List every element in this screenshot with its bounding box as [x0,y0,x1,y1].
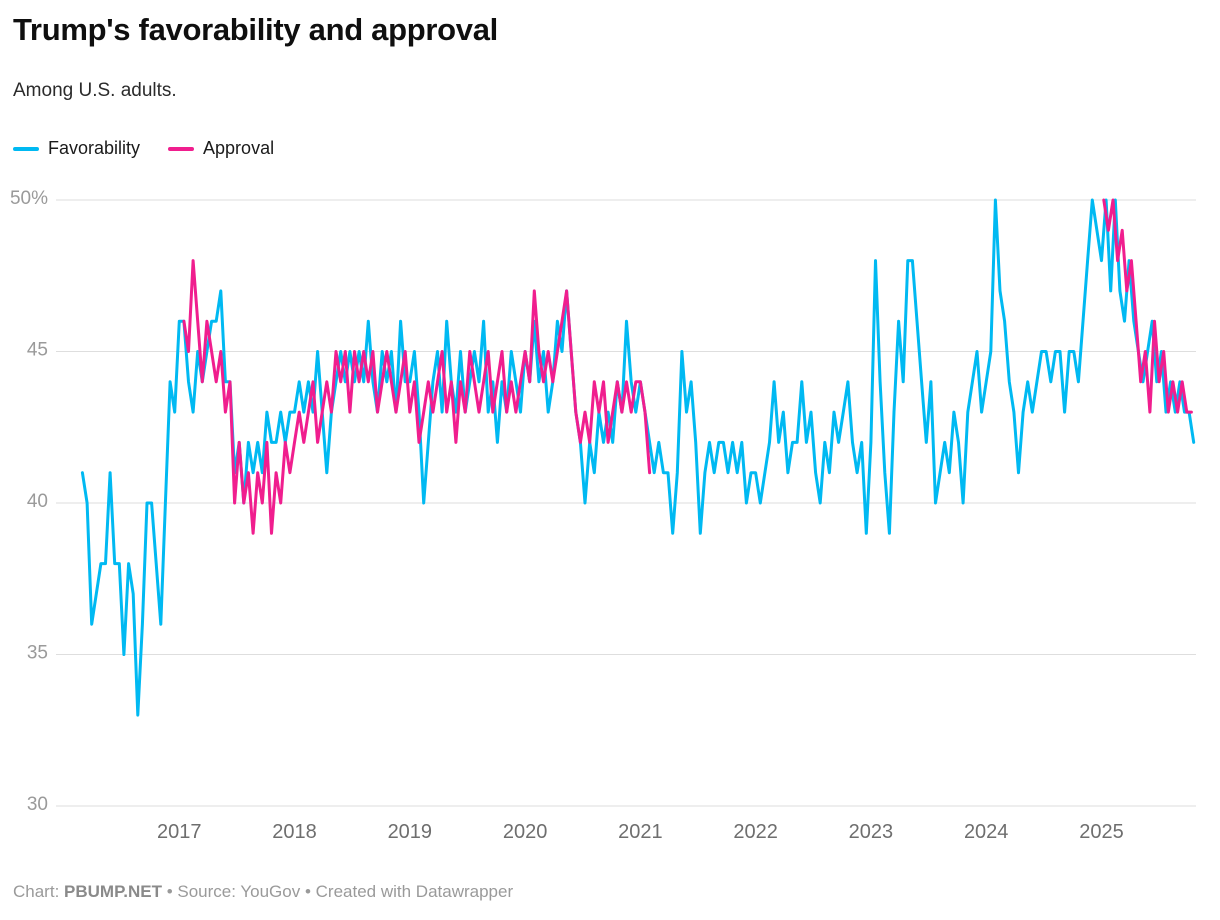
footer-source-text: • Source: YouGov • Created with Datawrap… [161,882,514,901]
y-axis-label: 35 [27,643,48,664]
legend: Favorability Approval [13,138,274,159]
approval-line [1102,198,1193,414]
approval-swatch [168,146,195,151]
x-axis-label: 2022 [733,821,778,843]
x-axis-label: 2018 [272,821,317,843]
y-axis-label: 45 [27,340,48,361]
y-axis-label: 30 [27,794,48,815]
x-axis-label: 2024 [964,821,1009,843]
line-chart: 30 35 40 45 50% 2017 2018 2019 2020 2021 2022 2023 2… [10,188,1196,843]
x-axis-label: 2025 [1079,821,1124,843]
chart-subtitle: Among U.S. adults. [13,80,177,101]
x-axis-label: 2019 [388,821,433,843]
favorability-legend-label: Favorability [48,138,141,158]
favorability-swatch [13,146,39,151]
favorability-line [80,198,1196,717]
footer-chart-label: Chart: [13,882,65,901]
x-axis-label: 2023 [849,821,894,843]
legend-item-approval: Approval [168,138,274,159]
chart-area: 30 35 40 45 50% 2017 2018 2019 2020 2021 2022 2023 2… [0,180,1220,860]
x-axis-label: 2017 [157,821,202,843]
chart-title: Trump's favorability and approval [13,12,498,47]
x-axis-label: 2021 [618,821,663,843]
approval-legend-label: Approval [203,138,275,158]
footer-brand: PBUMP.NET [64,882,162,901]
legend-item-favorability: Favorability [13,138,140,159]
footer-attribution: Chart: PBUMP.NET • Source: YouGov • Crea… [13,882,513,902]
y-axis-label: 50% [10,188,48,209]
approval-line [182,259,652,535]
y-axis-label: 40 [27,491,48,512]
x-axis-label: 2020 [503,821,548,843]
